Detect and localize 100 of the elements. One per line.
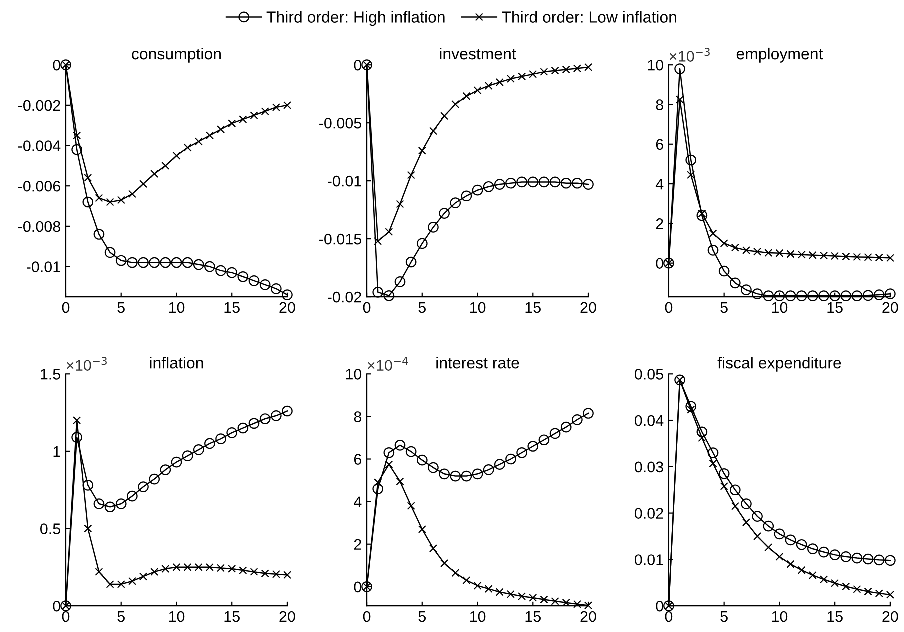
point — [217, 126, 226, 134]
y-tick-label: 4 — [354, 496, 362, 508]
point — [440, 112, 449, 120]
y-tick-label: 0.03 — [634, 462, 664, 473]
chart-title: inflation — [150, 357, 204, 369]
y-tick-label: 0 — [656, 600, 664, 612]
x-tick-label: 10 — [772, 302, 788, 314]
legend-label: Third order: Low inflation — [502, 11, 676, 23]
point — [106, 580, 114, 588]
point — [584, 602, 593, 610]
x-tick-label: 10 — [772, 611, 788, 622]
point — [248, 418, 260, 430]
point — [428, 462, 439, 474]
point — [372, 484, 384, 494]
point — [864, 588, 872, 596]
point — [840, 290, 852, 302]
x-tick-label: 5 — [418, 612, 426, 622]
point — [538, 434, 550, 446]
point — [820, 576, 828, 584]
point — [583, 408, 594, 419]
point — [184, 144, 192, 152]
point — [708, 245, 719, 256]
point — [698, 434, 706, 442]
y-tick-label: 10 — [648, 60, 664, 71]
point — [95, 568, 104, 576]
x-tick-label: 5 — [418, 302, 426, 314]
point — [462, 92, 471, 100]
point — [853, 253, 862, 262]
point — [272, 103, 280, 112]
point — [171, 456, 182, 468]
point — [95, 194, 104, 202]
point — [731, 502, 740, 510]
point — [550, 176, 561, 188]
x-tick-label: 15 — [224, 302, 240, 314]
point — [562, 66, 570, 74]
point — [439, 208, 450, 219]
point — [742, 518, 751, 527]
point — [428, 222, 439, 233]
point — [106, 198, 114, 206]
y-tick-label: -0.004 — [18, 140, 61, 152]
chart-title: employment — [736, 48, 824, 63]
point — [529, 70, 538, 78]
point — [752, 288, 763, 300]
point — [763, 290, 774, 302]
x-tick-label: 0 — [665, 611, 673, 622]
point — [260, 280, 271, 290]
y-tick-label: 10 — [346, 369, 362, 380]
x-tick-label: 15 — [526, 612, 541, 622]
point — [483, 181, 494, 192]
y-tick-label: 0 — [354, 582, 362, 593]
point — [394, 276, 406, 288]
point — [384, 447, 395, 458]
point — [282, 290, 293, 300]
point — [472, 184, 484, 196]
point — [73, 132, 82, 140]
point — [538, 176, 550, 188]
point — [852, 552, 863, 564]
x-tick-label: 5 — [118, 302, 125, 314]
x-tick-label: 0 — [363, 302, 371, 314]
point — [226, 427, 238, 438]
point — [786, 250, 795, 258]
point — [418, 525, 426, 534]
point — [830, 550, 840, 560]
point — [82, 196, 94, 208]
point — [407, 502, 416, 510]
point — [128, 577, 136, 586]
y-tick-label: -0.02 — [328, 292, 362, 303]
x-tick-label: 5 — [118, 612, 125, 622]
point — [84, 174, 92, 182]
point — [260, 414, 271, 424]
point — [708, 448, 719, 458]
point — [416, 454, 428, 466]
point — [752, 511, 763, 522]
point — [506, 178, 516, 189]
point — [862, 290, 874, 302]
point — [239, 566, 248, 575]
point — [818, 290, 830, 302]
point — [583, 179, 594, 190]
point — [776, 552, 784, 561]
y-tick-label: 6 — [354, 454, 362, 465]
point — [494, 459, 506, 470]
point — [406, 446, 417, 458]
point — [216, 265, 226, 276]
point — [418, 146, 426, 155]
point — [718, 266, 730, 277]
point — [551, 66, 560, 75]
point — [764, 544, 773, 552]
point — [776, 249, 784, 258]
y-tick-label: 0 — [656, 258, 664, 270]
point — [496, 78, 504, 87]
point — [709, 460, 718, 468]
point — [875, 254, 884, 262]
x-tick-label: 15 — [526, 302, 541, 314]
point — [796, 539, 808, 550]
x-tick-label: 20 — [882, 302, 898, 314]
point — [374, 237, 382, 246]
point — [385, 460, 394, 469]
point — [139, 180, 148, 188]
point — [852, 290, 863, 302]
y-tick-label: -0.008 — [18, 221, 60, 232]
